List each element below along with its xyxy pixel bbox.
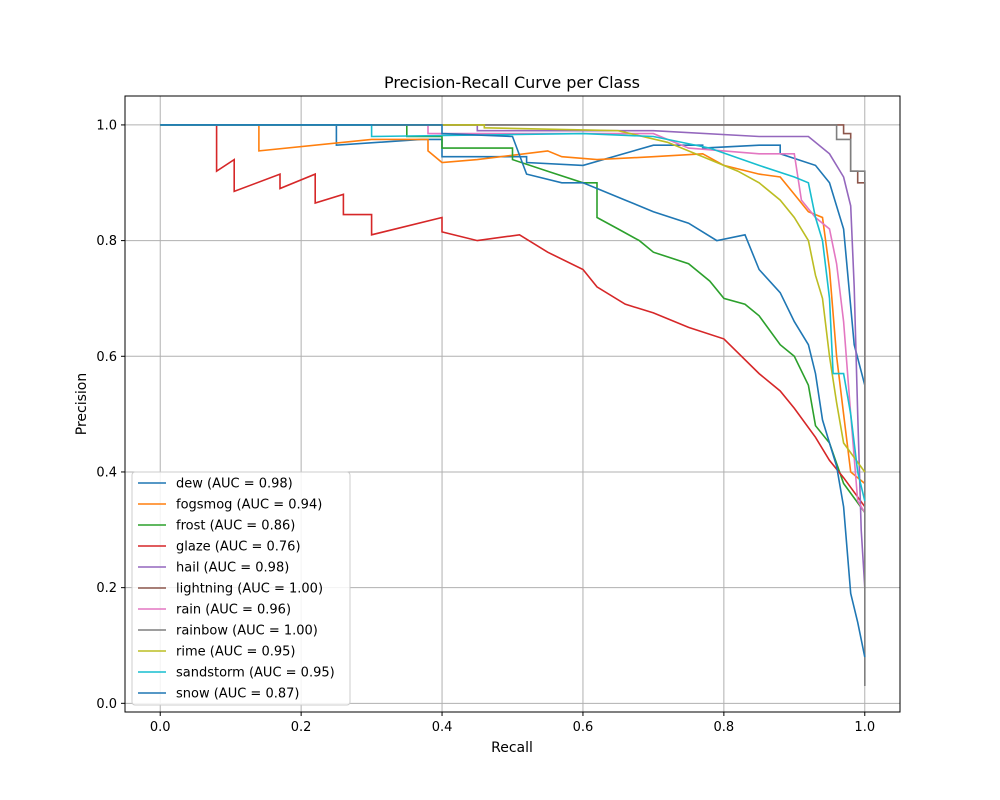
legend-label-frost: frost (AUC = 0.86) (176, 519, 295, 534)
series-line-snow (160, 124, 866, 658)
legend-label-snow: snow (AUC = 0.87) (176, 687, 299, 702)
legend-label-dew: dew (AUC = 0.98) (176, 477, 293, 492)
y-tick-label: 0.8 (96, 234, 117, 249)
series-line-hail (160, 124, 866, 588)
series-line-rainbow (160, 124, 866, 686)
legend-label-hail: hail (AUC = 0.98) (176, 561, 289, 576)
series-line-glaze (160, 124, 866, 508)
x-tick-label: 0.4 (432, 720, 453, 735)
legend-label-rainbow: rainbow (AUC = 1.00) (176, 624, 318, 639)
legend: dew (AUC = 0.98) fogsmog (AUC = 0.94) fros… (131, 471, 351, 706)
x-tick-label: 1.0 (854, 720, 875, 735)
series-line-sandstorm (160, 124, 866, 502)
y-tick-label: 0.4 (96, 465, 117, 480)
x-tick-label: 0.6 (573, 720, 594, 735)
y-tick-label: 1.0 (96, 118, 117, 133)
y-tick-label: 0.0 (96, 697, 117, 712)
y-tick-label: 0.6 (96, 350, 117, 365)
series-line-frost (160, 124, 866, 513)
chart-title: Precision-Recall Curve per Class (384, 73, 640, 92)
series-line-rain (160, 124, 866, 513)
legend-label-rime: rime (AUC = 0.95) (176, 645, 295, 660)
x-tick-label: 0.8 (714, 720, 735, 735)
legend-box (131, 471, 351, 706)
y-axis-label: Precision (74, 373, 90, 435)
series-line-fogsmog (160, 124, 866, 485)
y-tick-label: 0.2 (96, 581, 117, 596)
axis-ticks: 0.0 0.2 0.4 0.6 0.8 1.0 0.0 0.2 0.4 0.6 0.8 1.0 (96, 118, 875, 735)
legend-label-sandstorm: sandstorm (AUC = 0.95) (176, 666, 335, 681)
legend-label-fogsmog: fogsmog (AUC = 0.94) (176, 498, 322, 513)
series-line-rime (160, 124, 866, 473)
series-lines (160, 124, 866, 686)
legend-label-rain: rain (AUC = 0.96) (176, 603, 291, 618)
x-axis-label: Recall (491, 740, 533, 756)
legend-label-glaze: glaze (AUC = 0.76) (176, 540, 301, 555)
legend-label-lightning: lightning (AUC = 1.00) (176, 582, 323, 597)
x-tick-label: 0.2 (291, 720, 312, 735)
x-tick-label: 0.0 (150, 720, 171, 735)
plot-frame (124, 95, 901, 713)
